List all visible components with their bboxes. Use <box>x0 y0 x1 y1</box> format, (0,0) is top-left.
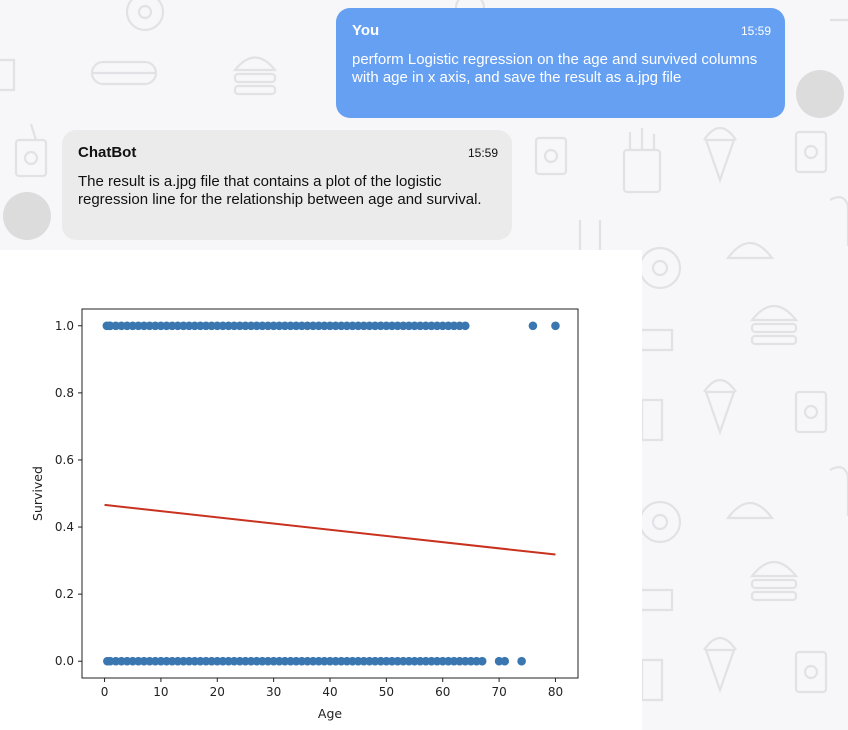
message-header: You 15:59 <box>352 22 771 39</box>
y-tick-label: 0.4 <box>55 520 74 534</box>
data-point <box>500 656 510 666</box>
data-point <box>551 321 560 331</box>
y-axis-label: Survived <box>30 466 45 521</box>
regression-line <box>104 503 556 556</box>
y-tick-label: 0.8 <box>55 386 74 400</box>
plot-frame <box>81 308 579 679</box>
message-time: 15:59 <box>740 23 771 38</box>
message-header: ChatBot 15:59 <box>78 144 498 161</box>
data-point <box>517 656 526 666</box>
data-point <box>460 321 470 331</box>
x-tick-label: 40 <box>322 685 337 699</box>
x-tick-label: 80 <box>548 685 563 699</box>
message-text: The result is a.jpg file that contains a… <box>78 173 482 208</box>
x-tick-label: 50 <box>379 685 394 699</box>
y-tick-label: 0.0 <box>55 654 74 668</box>
y-tick-label: 1.0 <box>55 319 74 333</box>
data-point <box>477 656 487 666</box>
message-text: perform Logistic regression on the age a… <box>352 51 758 86</box>
sender-name: You <box>352 22 380 39</box>
x-axis-label: Age <box>318 706 342 721</box>
y-tick-label: 0.6 <box>55 453 74 467</box>
message-time: 15:59 <box>467 145 498 160</box>
user-avatar <box>796 70 844 118</box>
logistic-regression-chart: 0 10 20 30 40 50 60 70 80 0.0 0.2 0.4 0.6 0.8 1.0 Age Su… <box>30 308 579 721</box>
sender-name: ChatBot <box>78 144 137 161</box>
x-tick-label: 30 <box>266 685 281 699</box>
x-tick-label: 20 <box>210 685 225 699</box>
result-plot-image: 0 10 20 30 40 50 60 70 80 0.0 0.2 0.4 0.6 0.8 1.0 Age Su… <box>0 250 642 730</box>
bot-avatar <box>3 192 51 240</box>
x-tick-label: 70 <box>491 685 506 699</box>
bot-message-bubble: ChatBot 15:59 The result is a.jpg file t… <box>62 130 512 240</box>
y-tick-label: 0.2 <box>55 587 74 601</box>
user-message-bubble: You 15:59 perform Logistic regression on… <box>336 8 785 118</box>
x-tick-label: 60 <box>435 685 450 699</box>
x-tick-label: 10 <box>153 685 168 699</box>
x-tick-label: 0 <box>101 685 109 699</box>
data-point <box>528 321 538 331</box>
